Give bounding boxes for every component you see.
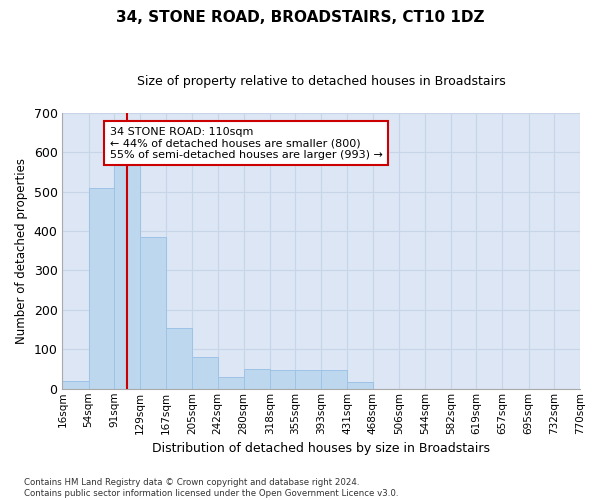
Title: Size of property relative to detached houses in Broadstairs: Size of property relative to detached ho…: [137, 75, 506, 88]
Bar: [62, 381, 89, 389]
Bar: [166, 328, 192, 389]
X-axis label: Distribution of detached houses by size in Broadstairs: Distribution of detached houses by size …: [152, 442, 490, 455]
Text: 34 STONE ROAD: 110sqm
← 44% of detached houses are smaller (800)
55% of semi-det: 34 STONE ROAD: 110sqm ← 44% of detached …: [110, 126, 383, 160]
Bar: [218, 377, 244, 389]
Bar: [270, 370, 296, 389]
Y-axis label: Number of detached properties: Number of detached properties: [15, 158, 28, 344]
Bar: [114, 162, 140, 389]
Bar: [140, 237, 166, 389]
Bar: [244, 369, 270, 389]
Bar: [295, 370, 321, 389]
Bar: [192, 357, 218, 389]
Bar: [89, 188, 115, 389]
Text: 34, STONE ROAD, BROADSTAIRS, CT10 1DZ: 34, STONE ROAD, BROADSTAIRS, CT10 1DZ: [116, 10, 484, 25]
Bar: [347, 382, 373, 389]
Text: Contains HM Land Registry data © Crown copyright and database right 2024.
Contai: Contains HM Land Registry data © Crown c…: [24, 478, 398, 498]
Bar: [321, 370, 347, 389]
